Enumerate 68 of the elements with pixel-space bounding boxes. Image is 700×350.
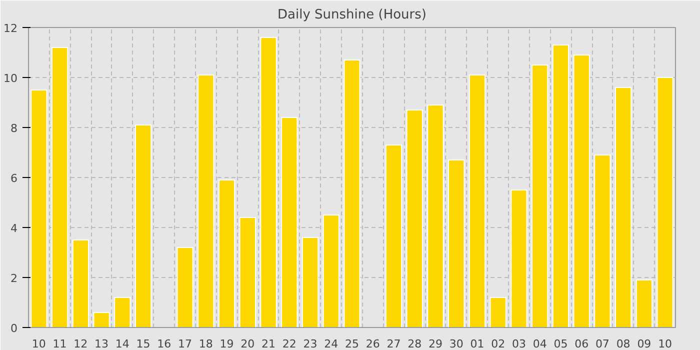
bar xyxy=(385,144,402,328)
bar xyxy=(344,60,360,328)
x-tick-label: 02 xyxy=(491,338,506,350)
bar xyxy=(134,124,152,328)
y-tick-label: 2 xyxy=(10,272,18,285)
x-tick-label: 12 xyxy=(74,338,88,350)
x-tick-label: 07 xyxy=(595,338,610,350)
x-tick-label: 29 xyxy=(428,338,442,350)
bar xyxy=(532,64,548,328)
bar xyxy=(30,90,48,328)
bar xyxy=(636,280,653,328)
x-tick-label: 08 xyxy=(616,338,630,350)
x-tick-label: 18 xyxy=(198,338,213,350)
y-tick-label: 4 xyxy=(10,222,18,235)
bar xyxy=(322,214,340,328)
bar xyxy=(72,240,90,328)
bar xyxy=(93,312,110,328)
chart-title: Daily Sunshine (Hours) xyxy=(278,8,426,22)
x-tick-label: 14 xyxy=(115,338,130,350)
x-tick-label: 09 xyxy=(637,338,652,350)
bar xyxy=(490,297,506,328)
y-tick-label: 6 xyxy=(10,172,18,185)
bar xyxy=(176,247,194,328)
bar xyxy=(552,44,570,328)
x-tick-label: 16 xyxy=(157,338,172,350)
y-tick-label: 10 xyxy=(4,72,18,85)
x-tick-label: 26 xyxy=(366,338,380,350)
bar xyxy=(51,47,68,328)
x-tick-label: 19 xyxy=(220,338,234,350)
bar xyxy=(427,104,444,328)
x-tick-label: 17 xyxy=(178,338,192,350)
x-tick-label: 06 xyxy=(574,338,589,350)
x-tick-label: 22 xyxy=(282,338,296,350)
y-tick-label: 12 xyxy=(4,22,18,35)
bar xyxy=(468,74,486,328)
x-tick-label: 21 xyxy=(262,338,276,350)
x-tick-label: 05 xyxy=(554,338,568,350)
x-tick-label: 10 xyxy=(32,338,46,350)
bar xyxy=(198,74,214,328)
bar xyxy=(239,217,256,328)
bar xyxy=(448,160,465,328)
bar xyxy=(510,190,528,328)
y-tick-label: 0 xyxy=(10,322,18,335)
bar xyxy=(656,77,674,328)
x-tick-label: 15 xyxy=(136,338,150,350)
bar xyxy=(406,110,423,328)
x-tick-label: 30 xyxy=(449,338,464,350)
x-tick-label: 20 xyxy=(240,338,255,350)
bar xyxy=(114,297,131,328)
x-tick-label: 10 xyxy=(658,338,672,350)
bar xyxy=(614,87,632,328)
y-tick-label: 8 xyxy=(10,122,18,135)
bar xyxy=(260,37,277,328)
x-tick-label: 13 xyxy=(94,338,109,350)
bar xyxy=(594,154,611,328)
x-tick-label: 24 xyxy=(324,338,338,350)
bar xyxy=(302,237,319,328)
bar xyxy=(573,54,590,328)
x-tick-label: 04 xyxy=(532,338,547,350)
x-tick-label: 25 xyxy=(345,338,359,350)
x-tick-label: 03 xyxy=(512,338,526,350)
x-tick-label: 28 xyxy=(408,338,422,350)
bar xyxy=(281,117,298,328)
x-tick-label: 23 xyxy=(303,338,318,350)
x-tick-label: 11 xyxy=(52,338,67,350)
x-tick-label: 27 xyxy=(386,338,401,350)
x-tick-label: 01 xyxy=(470,338,484,350)
bar xyxy=(218,180,236,328)
